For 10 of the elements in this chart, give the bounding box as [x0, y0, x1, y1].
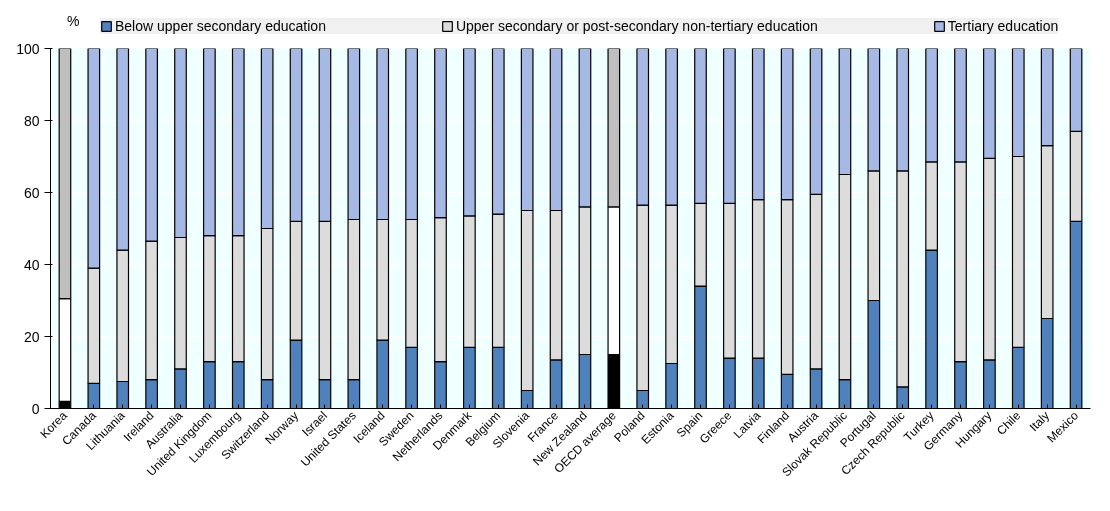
y-tick-label: 60 [23, 184, 40, 201]
y-tick-label: 20 [23, 328, 40, 345]
y-tick-label: 100 [16, 40, 40, 57]
legend-label: Upper secondary or post-secondary non-tertiary education [455, 18, 818, 34]
legend-label: Below upper secondary education [115, 18, 326, 34]
legend-label: Tertiary education [947, 18, 1059, 34]
y-tick-label: 40 [23, 256, 40, 273]
y-tick-label: 0 [31, 400, 40, 417]
y-tick-label: 80 [23, 112, 40, 129]
y-axis-title: % [67, 13, 80, 30]
